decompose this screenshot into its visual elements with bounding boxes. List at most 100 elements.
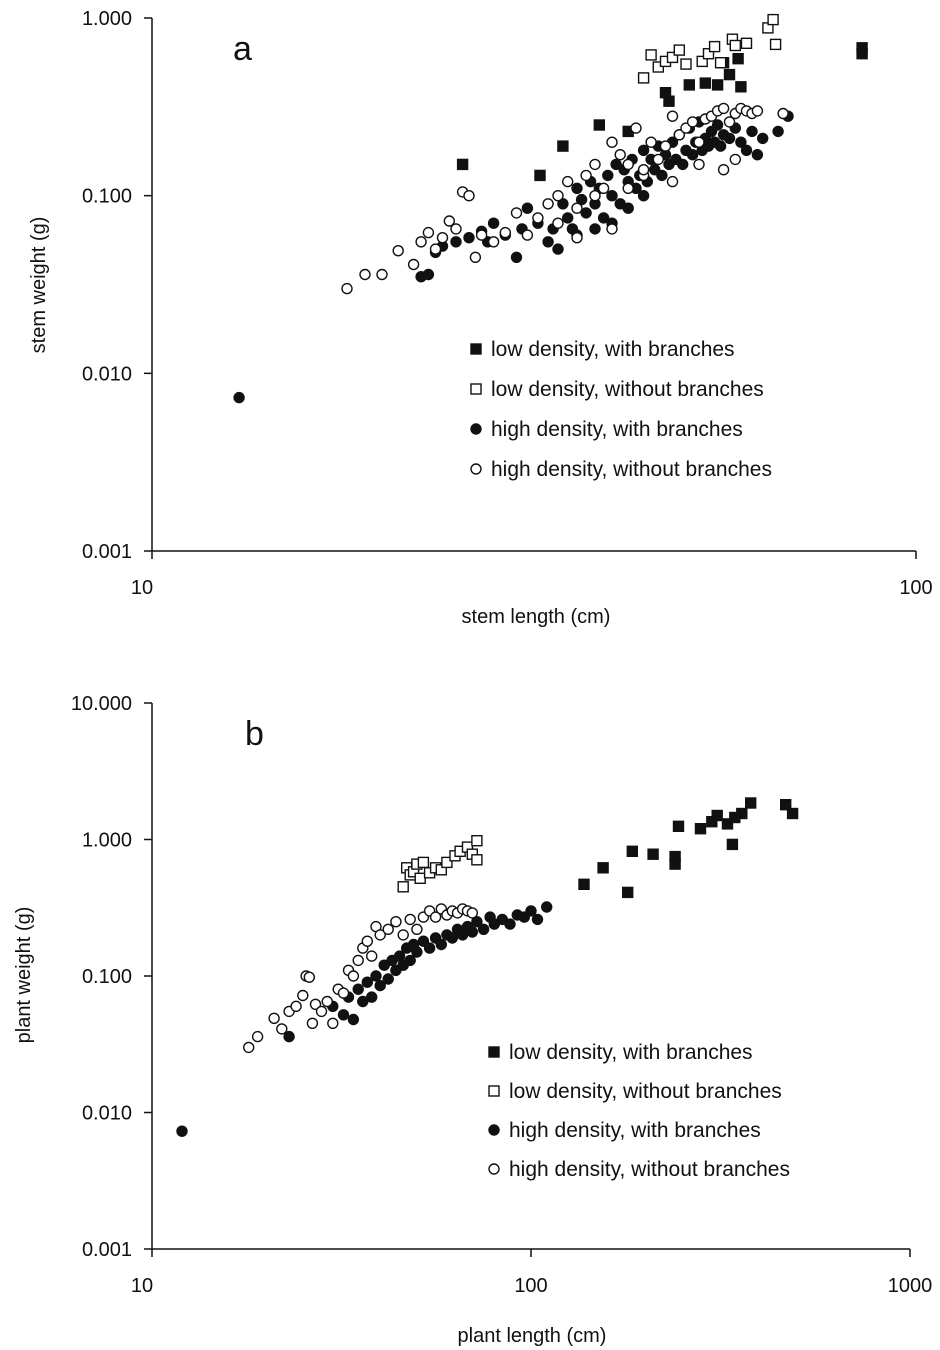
legend-marker	[488, 1085, 500, 1097]
data-point	[534, 169, 546, 182]
data-point	[659, 140, 672, 152]
panel-a-legend: low density, with branches low density, w…	[470, 338, 772, 481]
data-point	[735, 81, 747, 93]
data-point	[580, 207, 592, 219]
data-point	[531, 913, 544, 926]
panel-a-chart: 0.001 0.010 0.100 1.000 10 100 a stem length …	[28, 8, 933, 628]
data-point	[686, 148, 699, 161]
data-point	[525, 905, 537, 917]
panel-b-y-axis-title: plant weight (g)	[13, 907, 35, 1044]
data-point	[745, 797, 757, 809]
data-point	[723, 68, 736, 81]
legend-item: high density, without branches	[488, 1158, 790, 1181]
data-point	[361, 976, 373, 988]
data-point	[714, 140, 727, 152]
y-tick-label: 0.010	[82, 363, 132, 385]
y-tick-label: 0.001	[82, 1239, 132, 1261]
data-point	[693, 158, 705, 171]
data-point	[637, 144, 650, 157]
data-point	[435, 938, 447, 951]
data-point	[283, 1030, 295, 1043]
data-point	[366, 991, 378, 1003]
data-point	[729, 39, 741, 52]
data-point	[622, 202, 634, 214]
data-point	[429, 911, 442, 923]
panel-b-chart: 0.001 0.010 0.100 1.000 10.000 10 100 1000 b pl…	[13, 693, 932, 1347]
data-point	[571, 231, 583, 244]
data-point	[552, 189, 564, 202]
data-point	[414, 872, 426, 884]
data-point	[475, 229, 488, 241]
data-point	[652, 153, 664, 166]
data-point	[477, 923, 490, 935]
legend-marker	[488, 1124, 500, 1136]
data-point	[242, 1041, 255, 1054]
data-point	[337, 987, 350, 999]
data-point	[622, 886, 634, 899]
data-point	[499, 226, 511, 239]
data-point	[321, 995, 333, 1008]
data-point	[390, 916, 402, 928]
data-point	[297, 989, 309, 1002]
data-point	[347, 1013, 360, 1026]
legend-label: low density, with branches	[509, 1041, 753, 1064]
legend-marker	[488, 1163, 500, 1175]
panel-a-label: a	[233, 30, 252, 68]
data-point	[541, 901, 553, 913]
data-point	[602, 169, 614, 182]
legend-item: low density, without branches	[470, 378, 764, 401]
data-point	[443, 215, 455, 227]
legend-marker	[470, 383, 482, 395]
data-point	[370, 970, 382, 982]
data-point	[487, 217, 500, 229]
data-point	[361, 935, 373, 947]
y-tick-label: 10.000	[71, 693, 132, 715]
data-point	[446, 932, 458, 944]
legend-label: low density, without branches	[509, 1080, 782, 1103]
data-point	[721, 818, 734, 830]
data-point	[357, 995, 369, 1008]
data-point	[411, 923, 423, 935]
x-tick-label: 100	[514, 1275, 547, 1297]
data-point	[415, 236, 427, 248]
legend-marker	[470, 423, 482, 435]
data-point	[352, 983, 364, 995]
data-point	[693, 136, 705, 148]
data-point	[663, 95, 675, 107]
data-point	[740, 144, 753, 157]
data-point	[726, 838, 739, 851]
legend-item: high density, with branches	[488, 1119, 761, 1142]
data-point	[736, 807, 748, 820]
data-point	[637, 163, 650, 176]
data-point	[423, 942, 436, 954]
y-tick-label: 1.000	[82, 8, 132, 30]
y-tick-label: 0.010	[82, 1103, 132, 1125]
legend-label: high density, without branches	[509, 1158, 790, 1181]
data-point	[422, 268, 435, 281]
data-point	[374, 979, 386, 992]
data-point	[694, 823, 707, 835]
data-point	[589, 223, 601, 235]
data-point	[315, 1005, 328, 1018]
x-tick-label: 1000	[888, 1275, 933, 1297]
data-point	[290, 1000, 302, 1012]
data-point	[557, 198, 569, 210]
data-point	[376, 268, 388, 281]
panel-b-x-axis-title: plant length (cm)	[458, 1325, 607, 1347]
legend-item: high density, without branches	[470, 458, 772, 481]
y-tick-label: 0.100	[82, 966, 132, 988]
data-point	[856, 42, 868, 54]
data-point	[562, 175, 574, 188]
legend-marker	[488, 1046, 500, 1058]
data-point	[666, 51, 679, 64]
data-point	[341, 282, 353, 295]
data-point	[441, 856, 453, 869]
panel-a-plot-area: 0.001 0.010 0.100 1.000 10 100	[82, 8, 933, 599]
data-point	[366, 950, 378, 962]
data-point	[708, 40, 721, 53]
data-point	[532, 212, 544, 224]
panel-a-x-axis-title: stem length (cm)	[462, 606, 611, 628]
data-point	[780, 799, 792, 811]
x-tick-label: 100	[899, 577, 932, 599]
